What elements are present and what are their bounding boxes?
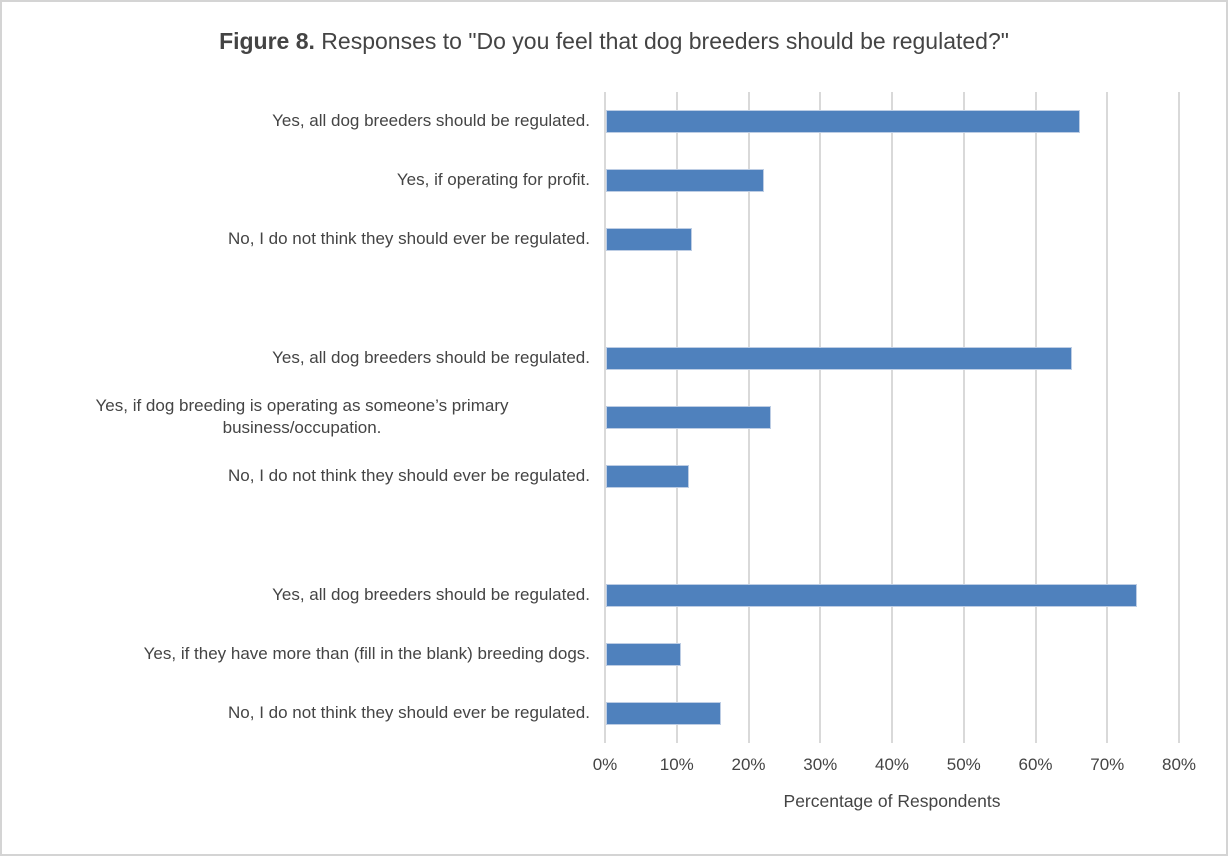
bar: [606, 110, 1080, 134]
gridline: [819, 92, 822, 743]
category-label-row: Yes, if dog breeding is operating as som…: [14, 388, 590, 447]
category-label: Yes, if dog breeding is operating as som…: [95, 395, 509, 438]
category-label-row: Yes, all dog breeders should be regulate…: [14, 565, 590, 624]
gridline: [891, 92, 893, 743]
category-label-row: Yes, all dog breeders should be regulate…: [14, 329, 590, 388]
category-label-row: Yes, if operating for profit.: [14, 151, 590, 210]
x-tick-label: 60%: [1018, 755, 1053, 774]
bar: [606, 465, 689, 489]
category-label-row: No, I do not think they should ever be r…: [14, 447, 590, 506]
x-tick-label: 80%: [1161, 755, 1197, 774]
x-tick-label: 30%: [803, 755, 838, 774]
chart-title: Figure 8. Responses to "Do you feel that…: [2, 28, 1226, 55]
category-label-row: Yes, all dog breeders should be regulate…: [14, 92, 590, 151]
gridline: [1178, 92, 1180, 743]
x-tick-label: 50%: [946, 755, 981, 774]
bar: [606, 228, 693, 252]
gridline: [1106, 92, 1109, 743]
category-label: Yes, all dog breeders should be regulate…: [272, 584, 590, 604]
category-label: Yes, if they have more than (fill in the…: [143, 643, 590, 663]
gridline: [1034, 92, 1037, 743]
category-label: No, I do not think they should ever be r…: [228, 229, 590, 249]
category-label: Yes, all dog breeders should be regulate…: [272, 347, 590, 367]
category-label-row: Yes, if they have more than (fill in the…: [14, 625, 590, 684]
category-label: Yes, all dog breeders should be regulate…: [272, 111, 590, 131]
bar: [606, 583, 1137, 607]
x-tick-label: 0%: [592, 755, 618, 774]
category-label: Yes, if operating for profit.: [396, 170, 590, 190]
bar: [606, 346, 1073, 370]
category-label-row: No, I do not think they should ever be r…: [14, 684, 590, 743]
gridline: [962, 92, 965, 743]
bar: [606, 642, 682, 666]
bar: [606, 701, 721, 725]
bar: [606, 406, 772, 429]
chart-title-text: Responses to "Do you feel that dog breed…: [314, 28, 1009, 54]
x-tick-label: 70%: [1090, 755, 1125, 774]
bar: [606, 169, 764, 193]
x-tick-label: 10%: [659, 755, 694, 774]
category-label-row: No, I do not think they should ever be r…: [14, 210, 590, 269]
gridline: [604, 92, 606, 743]
x-tick-label: 20%: [731, 755, 766, 774]
x-axis-title: Percentage of Respondents: [783, 791, 1001, 811]
chart-title-prefix: Figure 8.: [219, 28, 315, 54]
category-label: No, I do not think they should ever be r…: [228, 466, 590, 486]
category-label: No, I do not think they should ever be r…: [228, 702, 590, 722]
x-tick-label: 40%: [874, 755, 910, 774]
